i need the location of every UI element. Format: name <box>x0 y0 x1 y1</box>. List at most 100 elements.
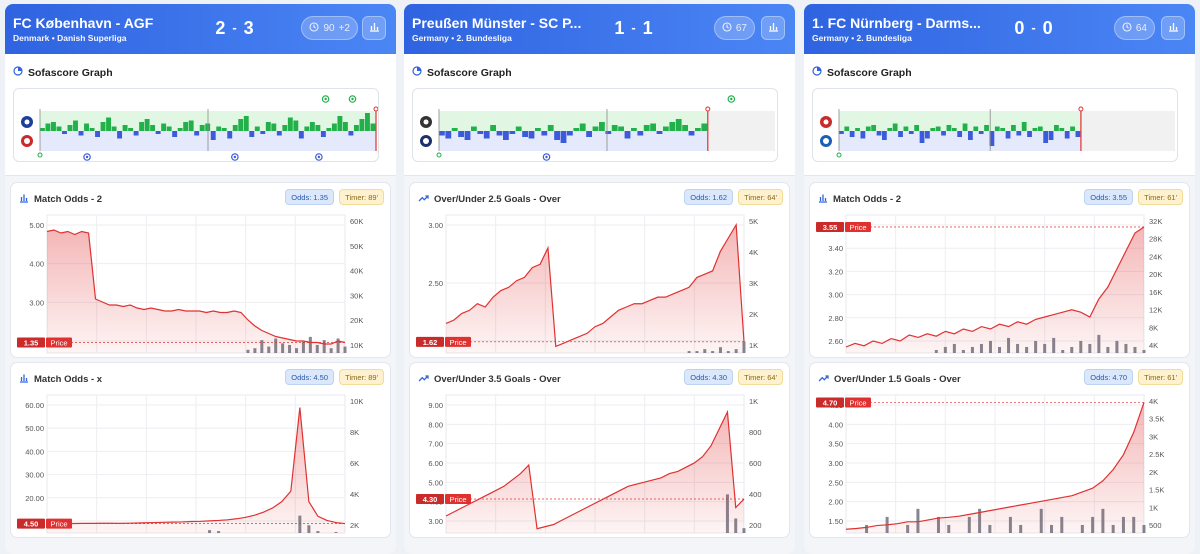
away-score: 3 <box>243 18 255 38</box>
score-separator: - <box>1031 20 1037 35</box>
price-tag: Price <box>449 495 466 504</box>
current-price-label: 1.62 <box>423 338 438 347</box>
away-momentum-bar <box>503 131 509 140</box>
home-momentum-bar <box>232 125 238 131</box>
volume-tick-label: 16K <box>1149 288 1162 297</box>
match-minute-pill[interactable]: 67 <box>713 16 755 40</box>
volume-tick-label: 10K <box>350 341 363 350</box>
away-momentum-bar <box>439 131 445 136</box>
momentum-graph[interactable] <box>812 88 1178 162</box>
odds-badge: Odds: 3.55 <box>1084 189 1133 205</box>
home-momentum-bar <box>188 120 194 131</box>
away-momentum-bar <box>483 131 490 139</box>
price-tick-label: 8.00 <box>428 420 443 429</box>
away-momentum-bar <box>1016 131 1022 136</box>
price-tick-label: 3.00 <box>428 221 443 230</box>
team-names[interactable]: 1. FC Nürnberg - Darms... <box>812 15 981 31</box>
timer-badge: Timer: 61' <box>1138 189 1183 205</box>
timer-badge: Timer: 61' <box>1138 369 1183 385</box>
away-momentum-bar <box>155 131 161 134</box>
away-momentum-bar <box>210 131 216 140</box>
away-momentum-bar <box>227 131 233 139</box>
home-score: 2 <box>215 18 227 38</box>
home-momentum-bar <box>573 128 580 131</box>
odds-badge: Odds: 4.70 <box>1084 369 1133 385</box>
team-names[interactable]: Preußen Münster - SC P... <box>412 15 582 31</box>
home-momentum-bar <box>547 125 554 131</box>
home-momentum-bar <box>973 126 979 131</box>
volume-tick-label: 800 <box>749 428 762 437</box>
home-momentum-bar <box>844 126 850 131</box>
match-minute-pill[interactable]: 90 +2 <box>301 16 358 40</box>
chart-toggle-button[interactable] <box>761 16 785 40</box>
home-momentum-bar <box>855 128 860 131</box>
home-momentum-bar <box>490 125 496 131</box>
price-chart[interactable]: 9.008.007.006.005.004.003.001K8006004002… <box>416 391 784 537</box>
price-line <box>445 222 745 348</box>
price-tick-label: 3.00 <box>828 291 843 300</box>
market-title: Match Odds - x <box>19 373 102 386</box>
timer-badge: Timer: 64' <box>738 189 783 205</box>
league-name: Germany • 2. Bundesliga <box>412 33 512 43</box>
away-momentum-bar <box>117 131 123 139</box>
market-title: Match Odds - 2 <box>19 193 102 206</box>
volume-tick-label: 600 <box>749 459 762 468</box>
bar-chart-icon <box>369 19 380 37</box>
price-chart[interactable]: 5.004.003.002.0060K50K40K30K20K10K1.35Pr… <box>17 211 385 357</box>
away-momentum-bar <box>62 131 67 134</box>
home-momentum-bar <box>243 116 249 131</box>
price-chart[interactable]: 4.504.003.503.002.502.001.504K3.5K3K2.5K… <box>816 391 1184 537</box>
sofascore-graph-section: Sofascore Graph <box>404 54 795 176</box>
home-momentum-bar <box>887 128 893 131</box>
sofascore-graph-title: Sofascore Graph <box>13 66 113 79</box>
volume-tick-label: 400 <box>749 490 762 499</box>
match-header[interactable]: Preußen Münster - SC P... Germany • 2. Bu… <box>404 4 795 54</box>
away-momentum-bar <box>919 131 925 143</box>
momentum-graph[interactable] <box>412 88 778 162</box>
away-momentum-bar <box>554 131 560 140</box>
match-header[interactable]: FC København - AGF Denmark • Danish Super… <box>5 4 396 54</box>
odds-badge: Odds: 1.62 <box>684 189 733 205</box>
price-chart[interactable]: 3.603.403.203.002.802.6032K28K24K20K16K1… <box>816 211 1184 357</box>
volume-tick-label: 12K <box>1149 306 1162 315</box>
home-momentum-bar <box>695 128 701 131</box>
chart-toggle-button[interactable] <box>1161 16 1185 40</box>
home-momentum-bar <box>359 119 365 131</box>
away-momentum-bar <box>839 131 844 134</box>
home-momentum-bar <box>122 125 128 131</box>
price-tick-label: 50.00 <box>25 424 44 433</box>
away-momentum-bar <box>567 131 573 136</box>
match-minute: 90 <box>323 22 335 34</box>
sofascore-graph-title: Sofascore Graph <box>412 66 512 79</box>
volume-tick-label: 4K <box>350 490 359 499</box>
price-tick-label: 2.50 <box>828 478 843 487</box>
home-momentum-bar <box>221 128 227 131</box>
home-momentum-bar <box>935 126 941 131</box>
price-tick-label: 4.00 <box>29 260 44 269</box>
price-chart[interactable]: 60.0050.0040.0030.0020.0010.0010K8K6K4K2… <box>17 391 385 537</box>
chart-toggle-button[interactable] <box>362 16 386 40</box>
sofascore-graph-title: Sofascore Graph <box>812 66 912 79</box>
bar-chart-icon <box>768 19 779 37</box>
match-header[interactable]: 1. FC Nürnberg - Darms... Germany • 2. Bu… <box>804 4 1195 54</box>
bar-chart-icon <box>1168 19 1179 37</box>
home-momentum-bar <box>592 126 599 131</box>
home-momentum-bar <box>100 122 106 131</box>
volume-tick-label: 5K <box>749 217 758 226</box>
score: 0-0 <box>1004 18 1064 39</box>
match-minute-pill[interactable]: 64 <box>1113 16 1155 40</box>
away-momentum-bar <box>194 131 200 136</box>
momentum-graph[interactable] <box>13 88 379 162</box>
price-tick-label: 4.00 <box>828 420 843 429</box>
market-title: Match Odds - 2 <box>818 193 901 206</box>
home-momentum-bar <box>618 126 624 131</box>
volume-tick-label: 3.5K <box>1149 415 1164 424</box>
home-momentum-bar <box>669 122 676 131</box>
away-momentum-bar <box>882 131 887 140</box>
price-tick-label: 2.80 <box>828 314 843 323</box>
volume-tick-label: 40K <box>350 267 363 276</box>
team-names[interactable]: FC København - AGF <box>13 15 154 31</box>
home-momentum-bar <box>89 128 95 131</box>
